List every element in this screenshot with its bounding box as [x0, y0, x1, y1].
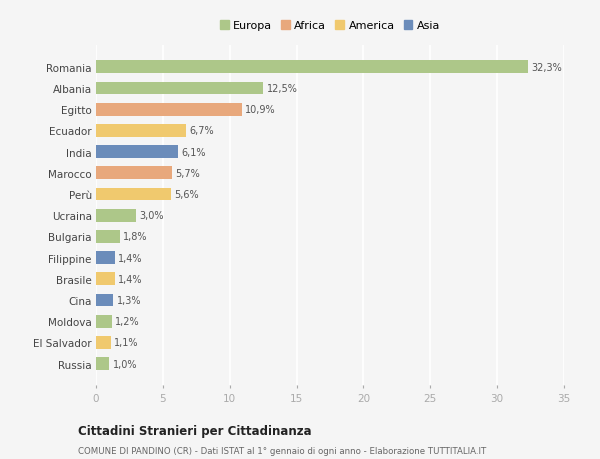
Bar — [96, 209, 136, 222]
Bar — [96, 252, 115, 264]
Bar — [96, 230, 120, 243]
Text: 1,4%: 1,4% — [118, 253, 143, 263]
Bar — [96, 294, 113, 307]
Text: 6,7%: 6,7% — [189, 126, 214, 136]
Text: 1,2%: 1,2% — [115, 317, 140, 326]
Bar — [96, 62, 528, 74]
Text: 1,3%: 1,3% — [117, 295, 141, 305]
Text: 1,1%: 1,1% — [114, 338, 139, 347]
Bar — [96, 125, 185, 138]
Bar — [96, 83, 263, 95]
Text: 1,0%: 1,0% — [113, 359, 137, 369]
Text: Cittadini Stranieri per Cittadinanza: Cittadini Stranieri per Cittadinanza — [78, 424, 311, 437]
Text: 32,3%: 32,3% — [531, 63, 562, 73]
Bar — [96, 188, 171, 201]
Text: 1,4%: 1,4% — [118, 274, 143, 284]
Text: 5,6%: 5,6% — [174, 190, 199, 200]
Text: 12,5%: 12,5% — [266, 84, 298, 94]
Legend: Europa, Africa, America, Asia: Europa, Africa, America, Asia — [217, 19, 443, 34]
Bar — [96, 146, 178, 159]
Text: COMUNE DI PANDINO (CR) - Dati ISTAT al 1° gennaio di ogni anno - Elaborazione TU: COMUNE DI PANDINO (CR) - Dati ISTAT al 1… — [78, 447, 486, 455]
Text: 6,1%: 6,1% — [181, 147, 205, 157]
Text: 3,0%: 3,0% — [139, 211, 164, 221]
Bar — [96, 358, 109, 370]
Text: 10,9%: 10,9% — [245, 105, 276, 115]
Bar — [96, 273, 115, 285]
Bar — [96, 167, 172, 180]
Bar — [96, 315, 112, 328]
Text: 5,7%: 5,7% — [176, 168, 200, 179]
Bar — [96, 104, 242, 116]
Bar — [96, 336, 111, 349]
Text: 1,8%: 1,8% — [124, 232, 148, 242]
